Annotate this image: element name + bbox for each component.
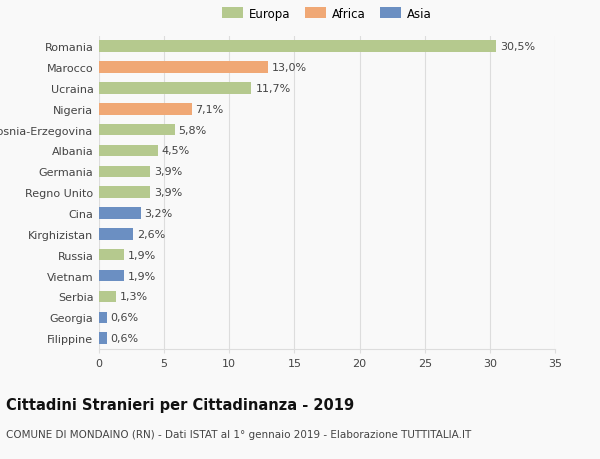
Bar xyxy=(99,187,150,198)
Bar xyxy=(99,270,124,282)
Bar xyxy=(99,312,107,323)
Text: Cittadini Stranieri per Cittadinanza - 2019: Cittadini Stranieri per Cittadinanza - 2… xyxy=(6,397,354,412)
Text: 11,7%: 11,7% xyxy=(256,84,290,94)
Bar xyxy=(99,229,133,240)
Text: COMUNE DI MONDAINO (RN) - Dati ISTAT al 1° gennaio 2019 - Elaborazione TUTTITALI: COMUNE DI MONDAINO (RN) - Dati ISTAT al … xyxy=(6,429,471,439)
Text: 1,9%: 1,9% xyxy=(128,271,156,281)
Text: 4,5%: 4,5% xyxy=(161,146,190,156)
Text: 3,9%: 3,9% xyxy=(154,167,182,177)
Bar xyxy=(99,208,140,219)
Text: 5,8%: 5,8% xyxy=(178,125,207,135)
Legend: Europa, Africa, Asia: Europa, Africa, Asia xyxy=(220,5,434,23)
Bar xyxy=(99,41,496,53)
Bar xyxy=(99,62,268,73)
Text: 0,6%: 0,6% xyxy=(111,313,139,323)
Bar xyxy=(99,146,158,157)
Text: 30,5%: 30,5% xyxy=(500,42,535,52)
Text: 0,6%: 0,6% xyxy=(111,333,139,343)
Bar xyxy=(99,166,150,178)
Text: 1,9%: 1,9% xyxy=(128,250,156,260)
Bar xyxy=(99,250,124,261)
Bar xyxy=(99,333,107,344)
Text: 1,3%: 1,3% xyxy=(120,292,148,302)
Text: 7,1%: 7,1% xyxy=(196,105,224,115)
Bar xyxy=(99,125,175,136)
Text: 2,6%: 2,6% xyxy=(137,230,165,240)
Text: 3,9%: 3,9% xyxy=(154,188,182,198)
Text: 13,0%: 13,0% xyxy=(272,63,307,73)
Bar xyxy=(99,291,116,302)
Bar xyxy=(99,104,191,115)
Bar xyxy=(99,83,251,95)
Text: 3,2%: 3,2% xyxy=(145,208,173,218)
